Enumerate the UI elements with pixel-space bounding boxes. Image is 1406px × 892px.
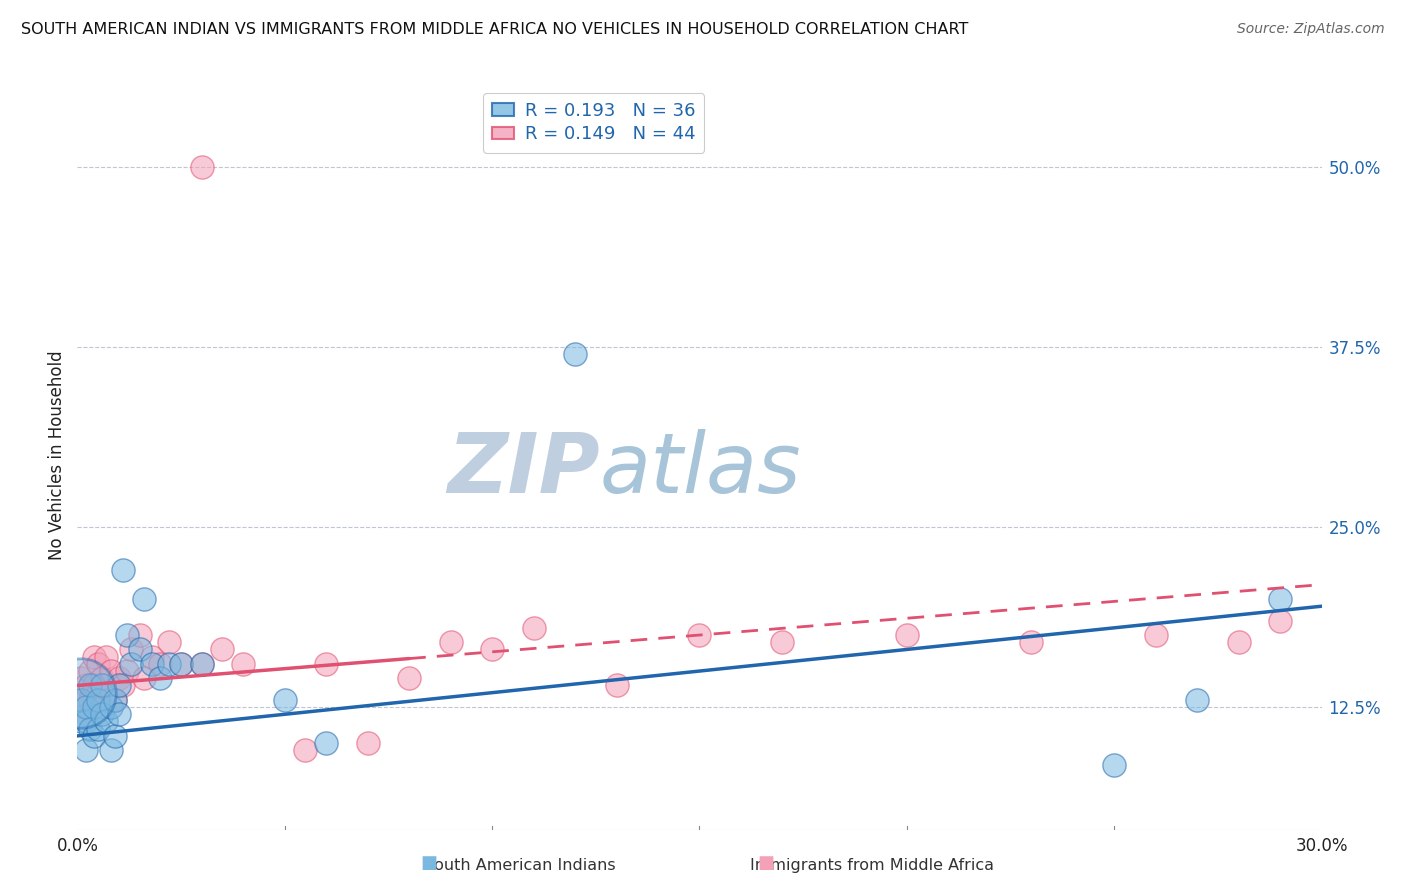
Point — [83, 678, 105, 692]
Point — [70, 714, 93, 729]
Point — [79, 693, 101, 707]
Point — [70, 671, 93, 685]
Point — [96, 649, 118, 664]
Point — [79, 678, 101, 692]
Point — [87, 693, 110, 707]
Point — [75, 707, 97, 722]
Point — [211, 642, 233, 657]
Point — [91, 707, 114, 722]
Point — [111, 563, 134, 577]
Point — [107, 671, 129, 685]
Point — [1021, 635, 1043, 649]
Point — [1144, 628, 1167, 642]
Point — [772, 635, 794, 649]
Point — [75, 743, 97, 757]
Point — [100, 700, 122, 714]
Point — [96, 714, 118, 729]
Point — [104, 693, 127, 707]
Point — [100, 664, 122, 678]
Point — [70, 693, 93, 707]
Point — [83, 729, 105, 743]
Point — [1102, 757, 1125, 772]
Text: ■: ■ — [758, 854, 775, 871]
Point — [141, 649, 163, 664]
Point — [357, 736, 380, 750]
Point — [75, 678, 97, 692]
Point — [111, 678, 134, 692]
Point — [190, 657, 214, 671]
Point — [896, 628, 918, 642]
Point — [120, 657, 142, 671]
Point — [157, 635, 180, 649]
Point — [294, 743, 316, 757]
Point — [87, 686, 110, 700]
Point — [398, 671, 420, 685]
Point — [115, 664, 138, 678]
Point — [439, 635, 461, 649]
Point — [1268, 592, 1291, 607]
Text: atlas: atlas — [600, 429, 801, 510]
Point — [104, 729, 127, 743]
Point — [315, 736, 337, 750]
Point — [132, 592, 155, 607]
Point — [190, 657, 214, 671]
Point — [87, 657, 110, 671]
Point — [1187, 693, 1209, 707]
Point — [132, 671, 155, 685]
Point — [79, 722, 101, 736]
Point — [83, 649, 105, 664]
Point — [83, 700, 105, 714]
Point — [75, 714, 97, 729]
Point — [91, 700, 114, 714]
Point — [107, 678, 129, 692]
Y-axis label: No Vehicles in Household: No Vehicles in Household — [48, 350, 66, 560]
Point — [75, 700, 97, 714]
Point — [315, 657, 337, 671]
Text: Source: ZipAtlas.com: Source: ZipAtlas.com — [1237, 22, 1385, 37]
Text: South American Indians: South American Indians — [425, 858, 616, 872]
Point — [157, 657, 180, 671]
Text: ■: ■ — [420, 854, 437, 871]
Point — [104, 693, 127, 707]
Point — [100, 743, 122, 757]
Point — [91, 671, 114, 685]
Point — [564, 347, 586, 361]
Text: SOUTH AMERICAN INDIAN VS IMMIGRANTS FROM MIDDLE AFRICA NO VEHICLES IN HOUSEHOLD : SOUTH AMERICAN INDIAN VS IMMIGRANTS FROM… — [21, 22, 969, 37]
Point — [1227, 635, 1250, 649]
Point — [120, 642, 142, 657]
Point — [91, 678, 114, 692]
Point — [70, 693, 93, 707]
Point — [170, 657, 193, 671]
Point — [115, 628, 138, 642]
Point — [523, 621, 546, 635]
Point — [689, 628, 711, 642]
Text: ZIP: ZIP — [447, 429, 600, 510]
Point — [149, 657, 172, 671]
Point — [170, 657, 193, 671]
Point — [128, 642, 150, 657]
Point — [232, 657, 254, 671]
Point — [190, 160, 214, 174]
Point — [481, 642, 503, 657]
Point — [273, 693, 295, 707]
Point — [128, 628, 150, 642]
Point — [107, 707, 129, 722]
Point — [87, 722, 110, 736]
Point — [79, 664, 101, 678]
Legend: R = 0.193   N = 36, R = 0.149   N = 44: R = 0.193 N = 36, R = 0.149 N = 44 — [484, 93, 704, 153]
Point — [149, 671, 172, 685]
Point — [1268, 614, 1291, 628]
Point — [606, 678, 628, 692]
Point — [141, 657, 163, 671]
Text: Immigrants from Middle Africa: Immigrants from Middle Africa — [749, 858, 994, 872]
Point — [70, 686, 93, 700]
